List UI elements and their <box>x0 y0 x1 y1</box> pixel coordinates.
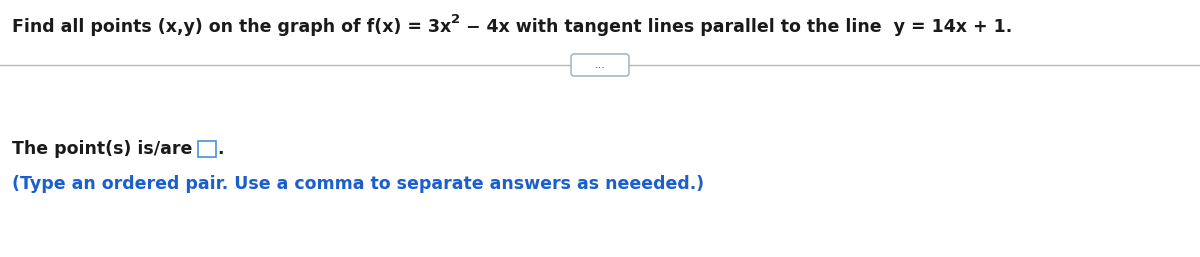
FancyBboxPatch shape <box>198 141 216 157</box>
Text: Find all points (x,y) on the graph of f(x) = 3x: Find all points (x,y) on the graph of f(… <box>12 18 451 36</box>
Text: − 4x with tangent lines parallel to the line  y = 14x + 1.: − 4x with tangent lines parallel to the … <box>461 18 1013 36</box>
Text: 2: 2 <box>451 13 461 26</box>
FancyBboxPatch shape <box>571 54 629 76</box>
Text: ...: ... <box>594 60 606 70</box>
Text: (Type an ordered pair. Use a comma to separate answers as neeeded.): (Type an ordered pair. Use a comma to se… <box>12 175 704 193</box>
Text: .: . <box>217 140 224 158</box>
Text: The point(s) is/are: The point(s) is/are <box>12 140 198 158</box>
